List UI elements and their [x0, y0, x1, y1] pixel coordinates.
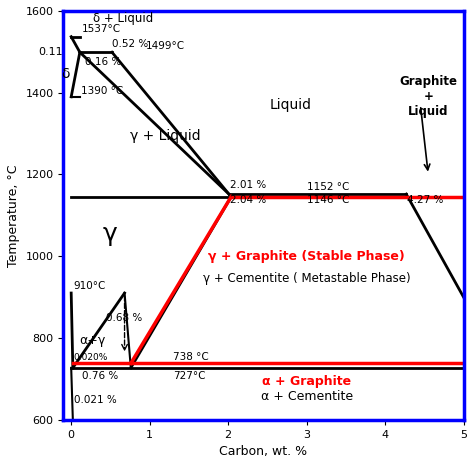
Text: δ: δ [62, 67, 70, 81]
Text: Graphite
+
Liquid: Graphite + Liquid [399, 75, 457, 118]
Text: γ + Cementite ( Metastable Phase): γ + Cementite ( Metastable Phase) [203, 272, 410, 285]
Text: Liquid: Liquid [270, 98, 312, 112]
Text: 1499°C: 1499°C [146, 41, 185, 51]
Text: α + Cementite: α + Cementite [261, 390, 353, 403]
X-axis label: Carbon, wt. %: Carbon, wt. % [219, 445, 308, 458]
Text: 1537°C: 1537°C [82, 24, 120, 34]
Text: 0.021 %: 0.021 % [73, 395, 116, 405]
Text: 2.04 %: 2.04 % [230, 195, 267, 206]
Text: α + Graphite: α + Graphite [262, 375, 351, 388]
Text: 727°C: 727°C [173, 371, 206, 381]
Text: δ + Liquid: δ + Liquid [93, 12, 154, 25]
Text: α+γ: α+γ [79, 334, 105, 347]
Text: 1390 °C: 1390 °C [82, 86, 124, 96]
Text: 0.52 %: 0.52 % [112, 39, 148, 49]
Text: 4.27 %: 4.27 % [407, 195, 444, 206]
Text: 1146 °C: 1146 °C [307, 195, 349, 206]
Text: 2.01 %: 2.01 % [230, 179, 267, 190]
Text: 0.68 %: 0.68 % [106, 312, 142, 323]
Text: 1152 °C: 1152 °C [307, 182, 349, 192]
Text: 0.020%: 0.020% [73, 353, 108, 362]
Text: γ + Graphite (Stable Phase): γ + Graphite (Stable Phase) [208, 250, 405, 263]
Text: 0.11: 0.11 [39, 47, 64, 57]
Text: 738 °C: 738 °C [173, 352, 209, 362]
Text: γ: γ [103, 222, 118, 246]
Text: 0.16 %: 0.16 % [84, 57, 121, 67]
Text: γ + Liquid: γ + Liquid [130, 129, 201, 143]
Text: 910°C: 910°C [73, 281, 106, 292]
Text: 0.76 %: 0.76 % [82, 371, 118, 381]
Y-axis label: Temperature, °C: Temperature, °C [7, 164, 20, 266]
